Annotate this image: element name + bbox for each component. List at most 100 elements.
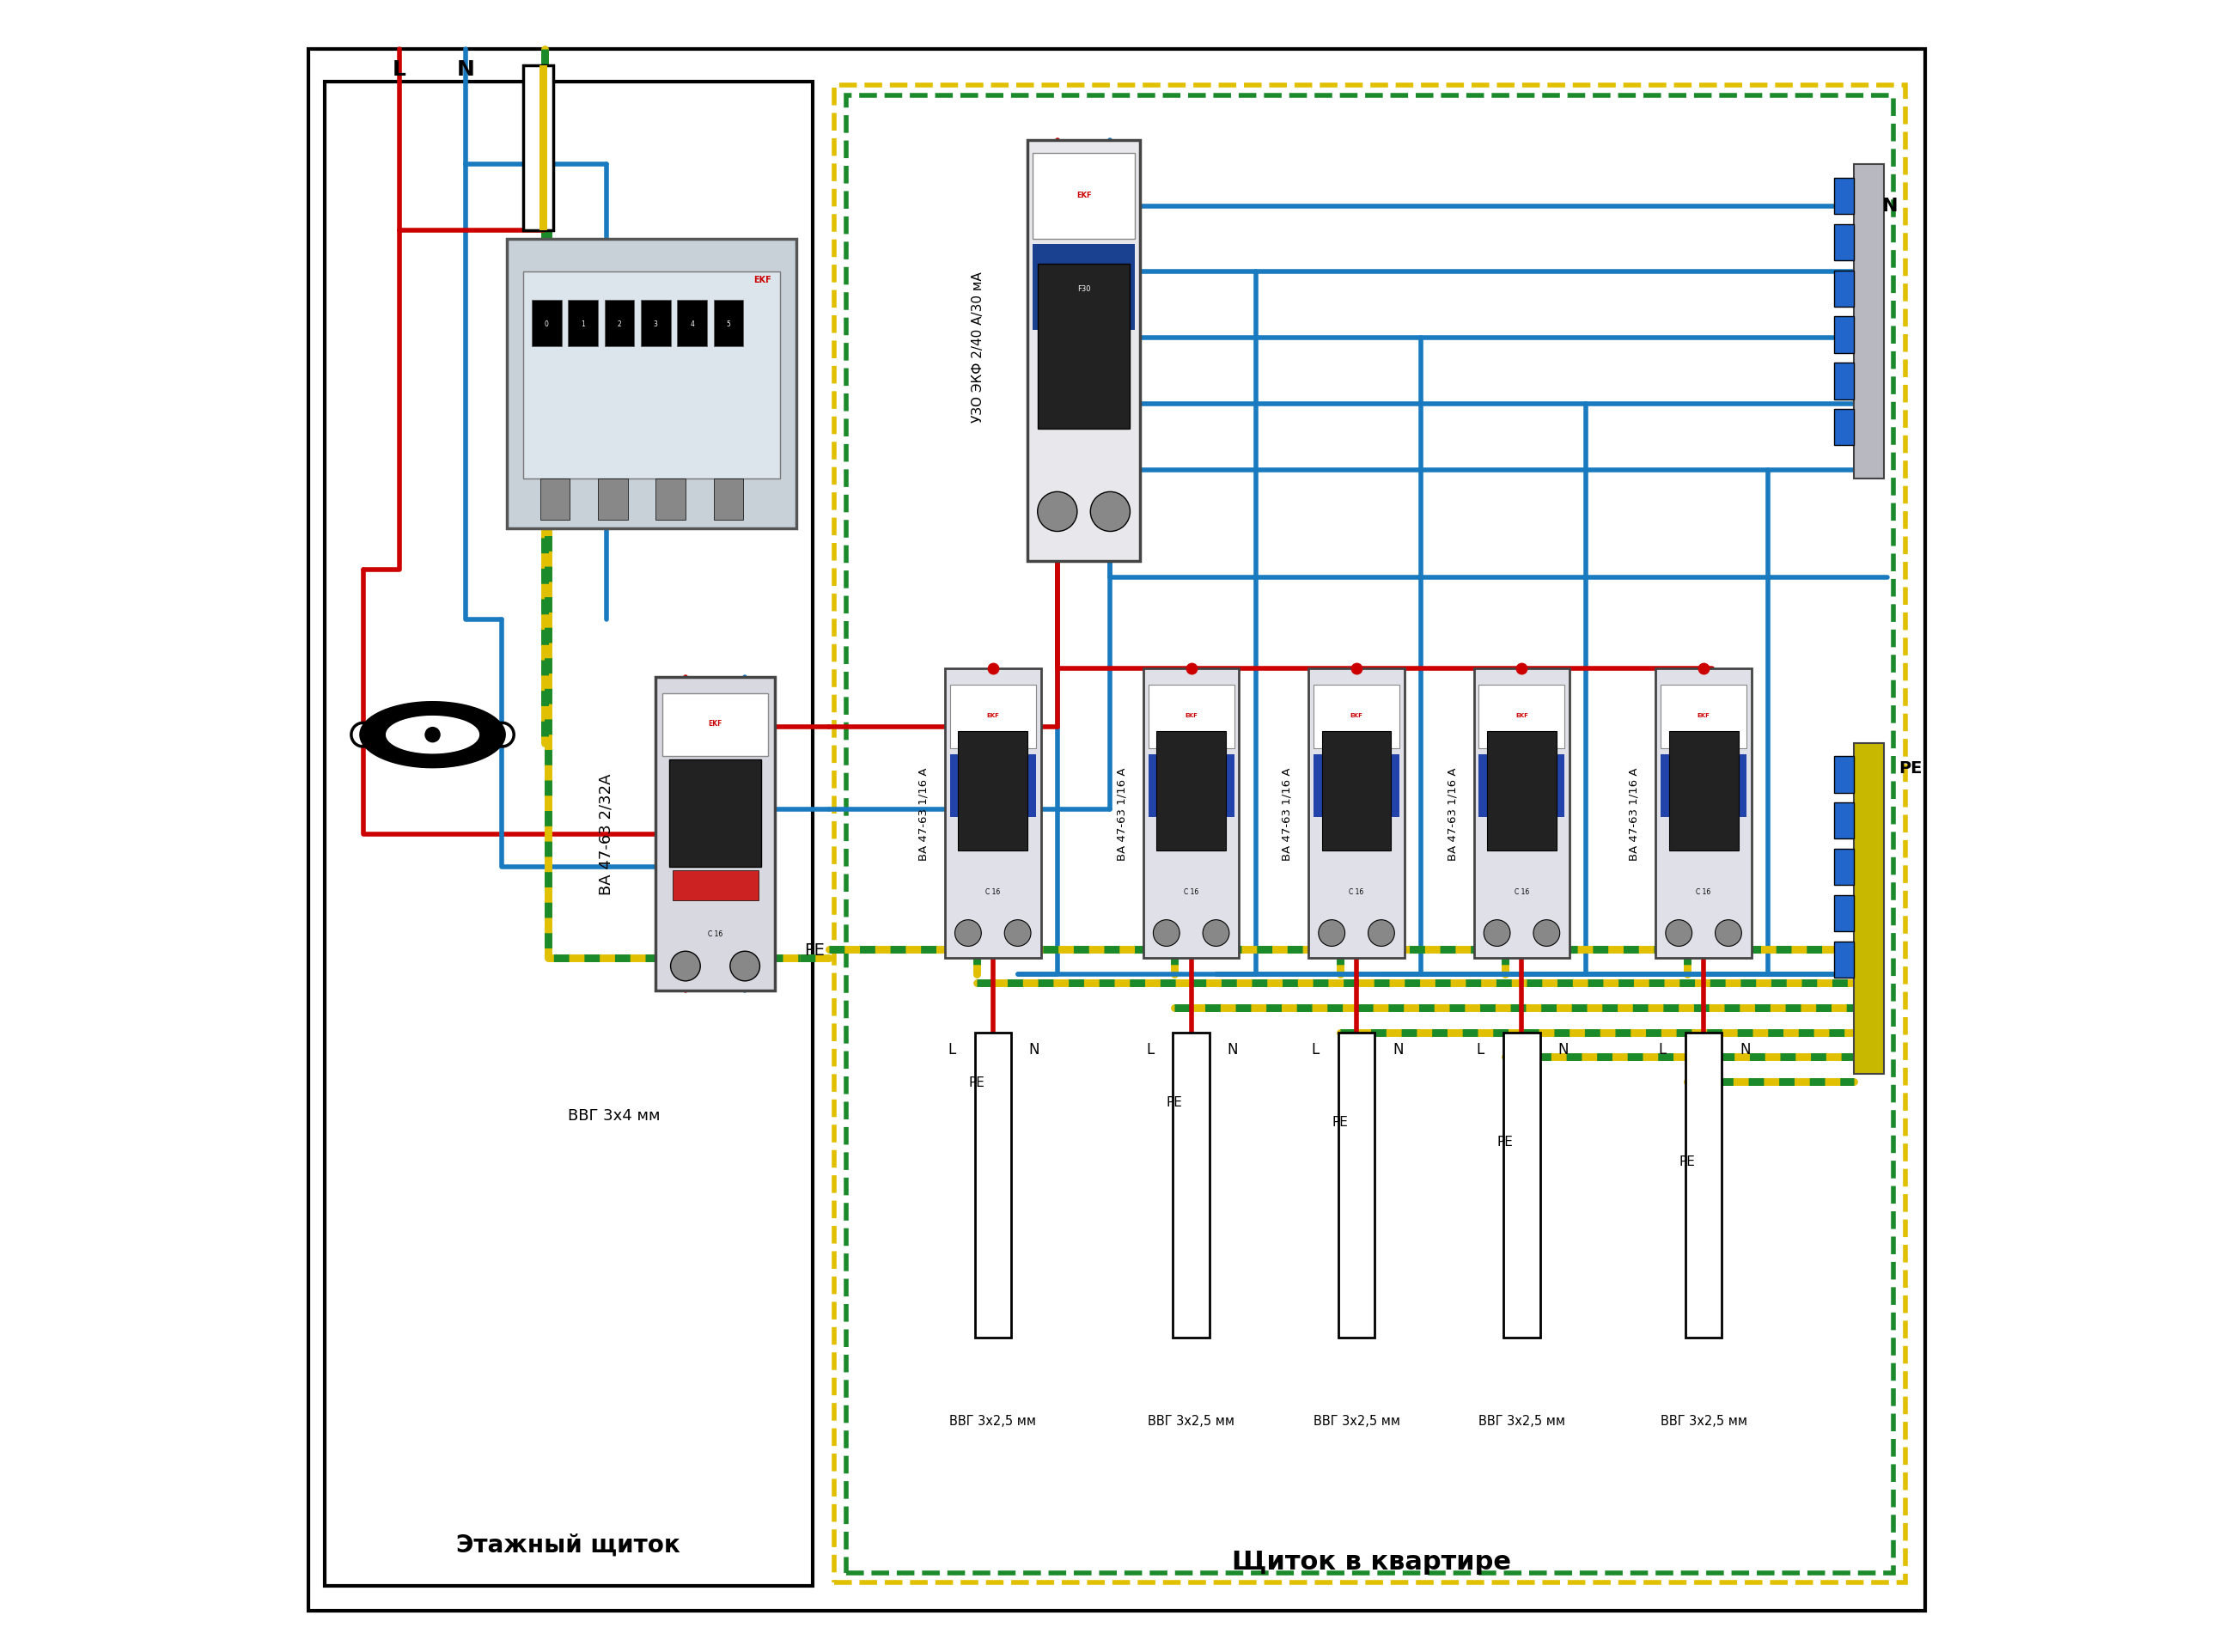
Bar bbox=[669, 760, 761, 867]
Text: N: N bbox=[1029, 1041, 1040, 1057]
Bar bbox=[1157, 732, 1226, 851]
Bar bbox=[640, 301, 671, 347]
Circle shape bbox=[1716, 920, 1743, 947]
Text: C 16: C 16 bbox=[1514, 889, 1530, 895]
Text: N: N bbox=[1740, 1041, 1749, 1057]
Bar bbox=[1834, 849, 1854, 885]
Text: L: L bbox=[1145, 1041, 1154, 1057]
Bar bbox=[1660, 755, 1747, 818]
Bar bbox=[1038, 264, 1130, 430]
Bar bbox=[532, 301, 561, 347]
Text: 2: 2 bbox=[617, 320, 622, 327]
Bar bbox=[1834, 271, 1854, 307]
Text: C 16: C 16 bbox=[707, 930, 723, 937]
Text: ВВГ 3х2,5 мм: ВВГ 3х2,5 мм bbox=[1148, 1414, 1235, 1427]
Text: PE: PE bbox=[1899, 760, 1922, 776]
Text: ВА 47-63 1/16 А: ВА 47-63 1/16 А bbox=[1282, 767, 1293, 861]
Bar bbox=[1047, 342, 1121, 405]
Text: ВА 47-63 2/32А: ВА 47-63 2/32А bbox=[597, 773, 613, 895]
Bar bbox=[539, 66, 548, 231]
Bar bbox=[1033, 244, 1134, 330]
Text: C 16: C 16 bbox=[1183, 889, 1199, 895]
Bar bbox=[1834, 317, 1854, 354]
Bar bbox=[1834, 410, 1854, 446]
Bar bbox=[662, 694, 767, 757]
Text: PE: PE bbox=[1680, 1155, 1696, 1168]
Bar bbox=[523, 66, 553, 231]
Bar bbox=[975, 1032, 1011, 1338]
Bar bbox=[1834, 895, 1854, 932]
Text: L: L bbox=[1476, 1041, 1485, 1057]
Text: ВВГ 3х2,5 мм: ВВГ 3х2,5 мм bbox=[1660, 1414, 1747, 1427]
Bar bbox=[1834, 757, 1854, 793]
Bar bbox=[1479, 686, 1564, 748]
Bar bbox=[1172, 1032, 1210, 1338]
Bar bbox=[1313, 686, 1400, 748]
Polygon shape bbox=[387, 717, 479, 753]
Circle shape bbox=[1004, 920, 1031, 947]
Bar bbox=[1834, 363, 1854, 400]
Bar bbox=[1854, 743, 1884, 1074]
Text: 3: 3 bbox=[653, 320, 658, 327]
Text: ВА 47-63 1/16 А: ВА 47-63 1/16 А bbox=[1116, 767, 1127, 861]
Bar bbox=[951, 755, 1036, 818]
Text: EKF: EKF bbox=[1514, 712, 1528, 719]
Text: ВВГ 3х2,5 мм: ВВГ 3х2,5 мм bbox=[948, 1414, 1036, 1427]
Bar bbox=[655, 479, 685, 520]
Text: ВВГ 3х4 мм: ВВГ 3х4 мм bbox=[568, 1107, 660, 1123]
Text: 5: 5 bbox=[727, 320, 731, 327]
Circle shape bbox=[1532, 920, 1559, 947]
Text: N: N bbox=[1557, 1041, 1568, 1057]
Bar bbox=[1474, 669, 1570, 958]
Bar bbox=[1834, 225, 1854, 261]
Text: EKF: EKF bbox=[1186, 712, 1197, 719]
Text: PE: PE bbox=[805, 942, 825, 958]
Bar bbox=[944, 669, 1040, 958]
Bar bbox=[1854, 165, 1884, 479]
Text: PE: PE bbox=[1165, 1095, 1183, 1108]
Bar bbox=[673, 871, 758, 900]
Circle shape bbox=[729, 952, 761, 981]
Bar bbox=[1488, 732, 1557, 851]
Text: L: L bbox=[948, 1041, 955, 1057]
Circle shape bbox=[1154, 920, 1179, 947]
Bar bbox=[604, 301, 635, 347]
Text: Щиток в квартире: Щиток в квартире bbox=[1233, 1548, 1510, 1574]
Bar bbox=[655, 677, 774, 991]
Text: C 16: C 16 bbox=[1349, 889, 1365, 895]
Bar bbox=[568, 301, 597, 347]
Text: PE: PE bbox=[969, 1075, 984, 1089]
Text: ВВГ 3х2,5 мм: ВВГ 3х2,5 мм bbox=[1313, 1414, 1400, 1427]
Bar bbox=[1684, 1032, 1722, 1338]
Bar bbox=[1148, 755, 1235, 818]
Bar bbox=[1027, 140, 1141, 562]
Bar bbox=[1322, 732, 1391, 851]
Text: L: L bbox=[394, 59, 407, 79]
Text: EKF: EKF bbox=[709, 720, 723, 727]
Bar bbox=[714, 301, 743, 347]
Circle shape bbox=[1204, 920, 1230, 947]
Text: ВВГ 3х2,5 мм: ВВГ 3х2,5 мм bbox=[1479, 1414, 1566, 1427]
Bar bbox=[834, 86, 1906, 1583]
Bar bbox=[1338, 1032, 1376, 1338]
Bar bbox=[523, 273, 781, 479]
Text: C 16: C 16 bbox=[1696, 889, 1711, 895]
Bar bbox=[1655, 669, 1752, 958]
Text: 0: 0 bbox=[544, 320, 548, 327]
Bar bbox=[1660, 686, 1747, 748]
Circle shape bbox=[1369, 920, 1394, 947]
Bar bbox=[1309, 669, 1405, 958]
Bar bbox=[1503, 1032, 1539, 1338]
Bar bbox=[324, 83, 812, 1586]
Bar bbox=[714, 479, 743, 520]
Text: N: N bbox=[1881, 198, 1897, 215]
Circle shape bbox=[1483, 920, 1510, 947]
Text: N: N bbox=[456, 59, 474, 79]
Circle shape bbox=[1318, 920, 1344, 947]
Text: L: L bbox=[1311, 1041, 1320, 1057]
Bar bbox=[1148, 686, 1235, 748]
Bar bbox=[1834, 178, 1854, 215]
Text: PE: PE bbox=[1497, 1135, 1514, 1148]
Text: L: L bbox=[1658, 1041, 1667, 1057]
Bar bbox=[951, 686, 1036, 748]
